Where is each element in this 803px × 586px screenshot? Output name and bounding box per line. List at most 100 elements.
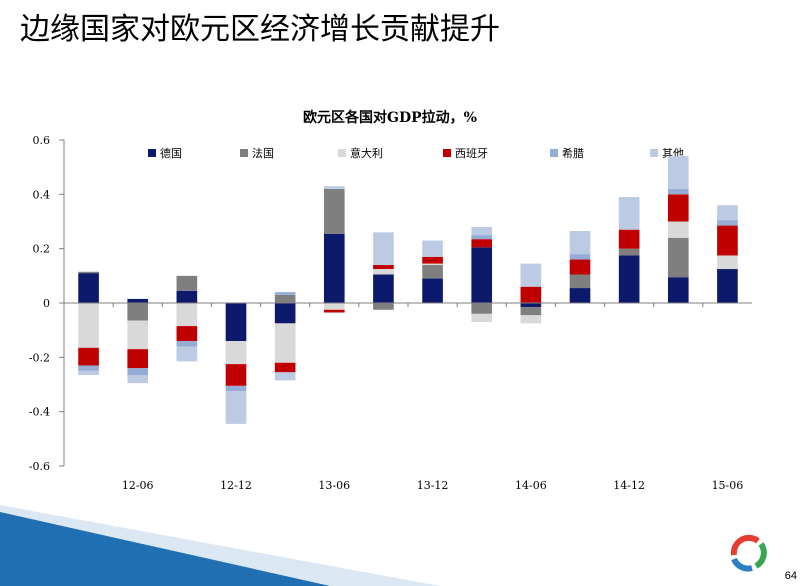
bar-segment [274,294,296,303]
bar-segment [78,370,99,375]
bar-segment [520,303,542,308]
x-tick-label: 15-06 [712,479,744,492]
bar-segment [471,247,493,303]
legend-swatch [338,149,346,157]
bar-segment [422,263,443,265]
page-number: 64 [784,570,797,582]
bar-segment [618,197,640,230]
legend-label: 德国 [160,146,182,160]
bar-segment [667,221,689,238]
legend-swatch [650,149,658,157]
bar-segment [78,347,99,366]
bar-segment [323,303,345,310]
bar-segment [471,239,493,248]
y-tick-label: -0.2 [29,351,50,364]
bar-segment [569,231,591,255]
bar-segment [717,225,738,256]
bar-segment [176,303,198,327]
bar-segment [274,362,296,373]
x-tick-label: 13-06 [318,479,350,492]
bar-segment [520,263,542,287]
bar-segment [176,275,198,291]
bar-segment [323,309,345,313]
bar-segment [373,264,394,270]
bar-segment [323,186,345,189]
bar-segment [127,374,149,384]
bar-segment [127,320,149,350]
bar-segment [176,326,198,342]
bar-segment [78,303,99,348]
bar-segment [274,303,296,324]
bar-segment [618,248,640,256]
legend-swatch [240,149,248,157]
logo [730,534,767,572]
bar-segment [323,188,345,234]
bar-segment [78,271,99,274]
x-tick-label: 14-12 [613,479,645,492]
bar-segment [127,349,149,369]
bar-segment [127,303,149,321]
decorative-wedge [0,505,440,586]
bar-segment [471,235,493,240]
bar-segment [373,269,394,275]
bar-segment [618,255,640,303]
legend-swatch [148,149,156,157]
bar-segment [274,323,296,363]
bar-segment [471,226,493,236]
bar-segment [225,303,247,342]
legend-label: 西班牙 [455,147,488,160]
bar-segment [667,237,689,278]
bar-segment [422,278,443,303]
bar-segment [667,194,689,222]
bar-segment [667,277,689,303]
slide-title: 边缘国家对欧元区经济增长贡献提升 [20,12,500,47]
y-tick-label: 0 [43,297,50,310]
bar-segment [569,259,591,275]
bar-segment [667,188,689,195]
legend-label: 法国 [252,146,274,160]
legend-swatch [550,149,558,157]
bar-segment [176,341,198,347]
bar-segment [274,292,296,295]
chart-title: 欧元区各国对GDP拉动，% [303,109,477,126]
bar-segment [373,274,394,303]
bar-segment [569,274,591,289]
bar-segment [176,346,198,362]
x-tick-label: 13-12 [417,479,449,492]
bar-segment [618,229,640,249]
legend-label: 希腊 [562,146,584,160]
bar-segment [520,315,542,324]
axes: 0.6 0.4 0.2 0 -0.2 -0.4 -0.6 12-06 12-12 13-06 13-… [29,134,752,492]
x-tick-label: 12-12 [220,479,252,492]
bar-segment [667,156,689,189]
bar-segment [520,286,542,303]
bar-segment [422,264,443,279]
y-tick-label: 0.2 [33,243,51,256]
x-tick-label: 14-06 [515,479,547,492]
bar-segment [717,269,738,303]
bar-segment [422,256,443,264]
bar-segment [569,254,591,260]
bar-segment [373,303,394,310]
bars [78,156,738,424]
bar-segment [274,372,296,381]
bar-segment [176,290,198,303]
y-tick-label: -0.6 [29,460,50,473]
bar-segment [569,288,591,303]
legend-swatch [443,149,451,157]
y-tick-label: -0.4 [29,406,50,419]
bar-segment [471,303,493,314]
bar-segment [127,298,149,303]
x-tick-label: 12-06 [122,479,154,492]
bar-segment [717,255,738,270]
bar-segment [78,365,99,371]
bar-segment [225,364,247,386]
bar-segment [520,307,542,316]
legend-label: 意大利 [350,146,383,160]
bar-segment [717,220,738,226]
bar-segment [78,273,99,303]
bar-segment [422,240,443,257]
bar-segment [225,341,247,365]
bar-segment [225,385,247,392]
